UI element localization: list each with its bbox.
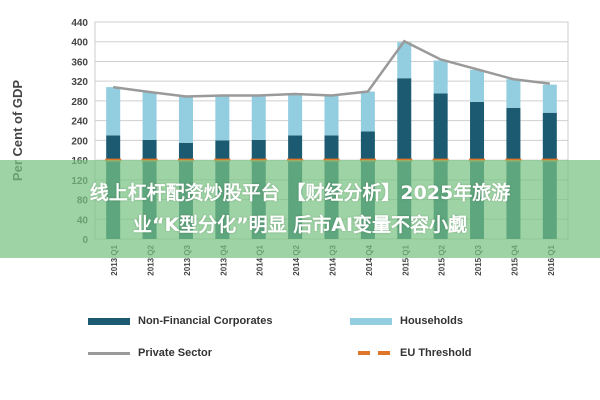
- legend-label-eu: EU Threshold: [400, 347, 472, 359]
- x-tick-label: 2014 Q2: [292, 244, 301, 275]
- x-tick-label: 2015 Q2: [438, 244, 447, 275]
- banner-line-1: 线上杠杆配资炒股平台 【财经分析】2025年旅游: [89, 182, 511, 204]
- bar-households: [251, 95, 266, 140]
- bar-households: [542, 84, 557, 113]
- x-tick-label: 2013 Q2: [147, 244, 156, 275]
- legend-swatch-eu: [350, 351, 392, 355]
- legend-item-private: Private Sector: [88, 347, 212, 359]
- bar-households: [178, 96, 193, 143]
- bar-households: [506, 79, 521, 108]
- x-tick-label: 2015 Q3: [474, 244, 483, 275]
- legend-swatch-private: [88, 351, 130, 355]
- legend-label-households: Households: [400, 315, 463, 327]
- x-tick-label: 2015 Q4: [510, 244, 519, 275]
- y-tick-label: 320: [71, 77, 88, 88]
- legend-item-nfc: Non-Financial Corporates: [88, 315, 272, 327]
- y-axis-label: Per Cent of GDP: [10, 80, 25, 181]
- bar-households: [324, 95, 339, 136]
- y-tick-label: 200: [71, 136, 88, 147]
- banner-line-2: 业“K型分化”明显 后市AI变量不容小觑: [132, 214, 468, 236]
- x-tick-label: 2013 Q3: [183, 244, 192, 275]
- x-tick-label: 2014 Q3: [329, 244, 338, 275]
- bar-households: [106, 87, 121, 136]
- y-tick-label: 280: [71, 97, 88, 108]
- y-tick-label: 360: [71, 57, 88, 68]
- y-tick-label: 240: [71, 117, 88, 128]
- y-tick-label: 400: [71, 38, 88, 49]
- bar-households: [433, 60, 448, 94]
- overlay-banner: 线上杠杆配资炒股平台 【财经分析】2025年旅游 业“K型分化”明显 后市AI变…: [0, 160, 600, 258]
- legend-swatch-nfc: [88, 317, 130, 325]
- x-tick-label: 2013 Q1: [110, 244, 119, 275]
- bar-households: [215, 95, 230, 141]
- legend-swatch-households: [350, 317, 392, 325]
- x-tick-label: 2013 Q4: [219, 244, 228, 275]
- bar-households: [142, 92, 157, 140]
- x-tick-label: 2016 Q1: [547, 244, 556, 275]
- line-private-sector: [113, 39, 550, 98]
- x-tick-label: 2014 Q1: [256, 244, 265, 275]
- x-tick-label: 2014 Q4: [365, 244, 374, 275]
- legend-label-nfc: Non-Financial Corporates: [138, 315, 273, 327]
- x-tick-label: 2015 Q1: [401, 244, 410, 275]
- y-tick-label: 440: [71, 18, 88, 29]
- bar-households: [288, 94, 303, 136]
- legend-item-households: Households: [350, 315, 463, 327]
- bar-households: [360, 91, 375, 132]
- legend-label-private: Private Sector: [138, 347, 212, 359]
- bar-households: [397, 42, 412, 79]
- legend-item-eu: EU Threshold: [350, 347, 472, 359]
- bar-households: [470, 69, 485, 102]
